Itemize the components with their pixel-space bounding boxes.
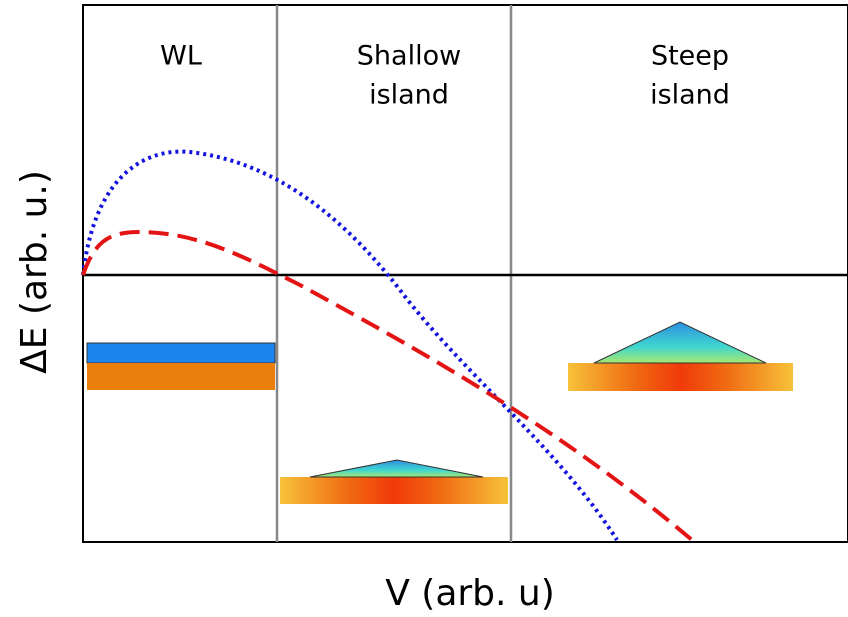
steep-icon [568, 322, 793, 391]
page: WL Shallow island Steep island V (arb. u… [0, 0, 848, 617]
wl-icon [87, 343, 275, 390]
region-label: Steep [651, 41, 729, 72]
region-label: island [650, 80, 730, 111]
figure: WL Shallow island Steep island V (arb. u… [0, 0, 848, 617]
shallow-icon [280, 460, 508, 504]
y-axis-label: ΔE (arb. u.) [14, 170, 55, 374]
region-label: Shallow [357, 41, 461, 72]
region-label: island [369, 80, 449, 111]
region-label: WL [160, 41, 202, 72]
x-axis-label: V (arb. u) [385, 573, 555, 614]
frame [83, 5, 848, 542]
